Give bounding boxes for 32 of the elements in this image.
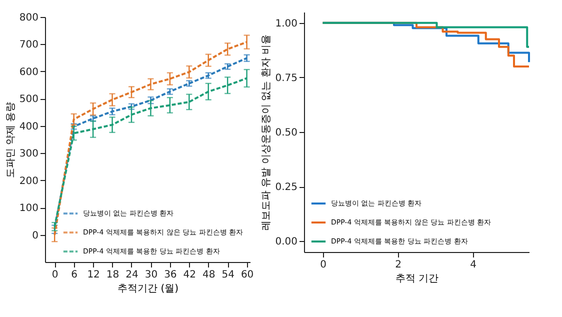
x-tick-label: 4 (470, 260, 476, 270)
y-tick-label: 0.50 (275, 128, 298, 138)
y-tick-label: 100 (19, 203, 38, 214)
x-tick-label: 60 (240, 270, 254, 280)
y-axis-title: 레보도파 유발 이상운동증이 없는 환자 비율 (261, 34, 272, 230)
x-tick-label: 0 (320, 260, 326, 270)
x-tick-label: 12 (87, 270, 100, 280)
x-tick-label: 0 (52, 270, 58, 280)
y-tick-label: 400 (19, 121, 38, 132)
y-tick-label: 200 (19, 176, 38, 187)
x-tick-label: 24 (126, 270, 138, 280)
x-axis-title: 추적기간 (월) (118, 284, 179, 294)
y-tick-label: 0.75 (275, 72, 298, 84)
y-tick-label: 600 (19, 66, 38, 78)
x-tick-label: 42 (183, 270, 196, 280)
y-axis-title: 도파민 약제 용량 (5, 102, 16, 178)
x-tick-label: 30 (144, 270, 158, 280)
y-tick-label: 800 (19, 12, 38, 24)
y-tick-label: 1.00 (275, 18, 298, 30)
y-tick-label: 300 (19, 148, 38, 160)
x-tick-label: 6 (71, 270, 78, 280)
y-tick-label: 0.00 (275, 236, 298, 248)
x-tick-label: 48 (202, 270, 216, 280)
x-tick-label: 18 (106, 270, 120, 280)
y-tick-label: 500 (19, 94, 38, 106)
y-tick-label: 0.25 (275, 182, 298, 194)
y-tick-label: 0 (32, 230, 38, 242)
y-tick-label: 700 (19, 40, 38, 51)
x-tick-label: 36 (164, 270, 177, 280)
x-tick-label: 54 (222, 270, 234, 280)
x-axis-title: 추적 기간 (395, 274, 439, 284)
x-tick-label: 2 (395, 260, 402, 270)
